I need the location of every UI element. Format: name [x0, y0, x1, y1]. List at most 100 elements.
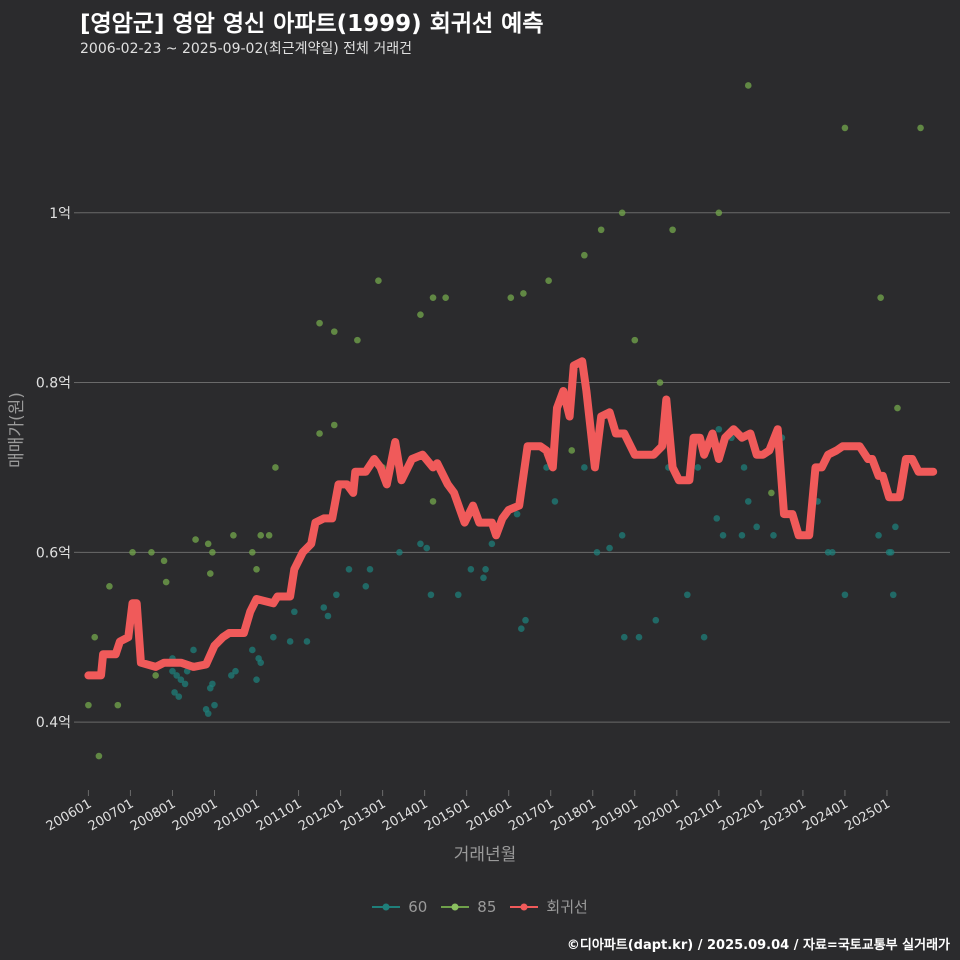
data-point-60	[719, 532, 727, 539]
data-point-85	[152, 672, 159, 679]
data-point-60	[232, 667, 239, 675]
data-point-85	[715, 209, 723, 217]
data-point-60	[518, 625, 525, 633]
legend-item-85[interactable]: 85	[441, 896, 496, 917]
data-point-85	[330, 421, 338, 429]
data-point-60	[173, 672, 180, 679]
data-point-85	[316, 319, 323, 327]
data-point-85	[656, 379, 664, 386]
data-point-60	[551, 498, 559, 505]
x-tick-label: 200801	[128, 796, 178, 834]
data-point-60	[362, 582, 370, 590]
data-point-60	[177, 676, 185, 683]
data-point-60	[740, 464, 748, 471]
data-point-85	[597, 226, 605, 234]
data-point-85	[114, 701, 122, 709]
data-point-60	[841, 591, 849, 599]
x-tick-label: 202101	[674, 796, 724, 834]
data-point-60	[889, 591, 897, 599]
y-tick-label: 0.6억	[36, 545, 71, 561]
data-point-85	[442, 294, 449, 301]
data-point-85	[85, 701, 92, 709]
data-point-85	[877, 294, 884, 301]
data-point-60	[522, 616, 529, 624]
data-point-85	[744, 82, 752, 89]
data-point-85	[230, 532, 237, 539]
data-point-60	[488, 540, 496, 548]
data-point-85	[631, 336, 639, 344]
data-point-60	[427, 591, 435, 599]
data-point-85	[209, 549, 216, 556]
data-point-85	[204, 540, 212, 548]
data-point-60	[417, 540, 424, 548]
legend-key-regression	[510, 903, 539, 910]
data-point-60	[875, 532, 882, 539]
legend-item-regression[interactable]: 회귀선	[510, 896, 588, 917]
data-point-60	[286, 638, 294, 645]
data-point-60	[606, 544, 613, 552]
data-point-85	[429, 498, 437, 505]
data-point-60	[684, 591, 691, 599]
data-point-60	[209, 680, 216, 688]
data-point-85	[253, 566, 260, 573]
data-point-60	[181, 680, 189, 688]
legend: 60 85 회귀선	[0, 896, 960, 917]
data-point-60	[454, 591, 462, 599]
data-point-85	[265, 532, 273, 539]
data-point-85	[618, 209, 626, 217]
data-point-60	[253, 676, 260, 683]
x-tick-label: 202201	[716, 796, 766, 834]
data-point-85	[206, 570, 214, 577]
data-point-60	[635, 633, 643, 641]
data-point-60	[257, 659, 265, 666]
data-point-60	[324, 612, 332, 620]
data-point-60	[249, 646, 256, 654]
data-point-85	[354, 336, 361, 344]
data-point-85	[507, 294, 515, 301]
data-point-85	[894, 404, 901, 412]
data-point-85	[545, 277, 552, 284]
data-point-85	[768, 489, 775, 497]
y-axis-title: 매매가(원)	[7, 392, 27, 468]
x-tick-label: 201701	[506, 796, 556, 834]
data-point-85	[162, 578, 170, 586]
data-point-60	[620, 633, 628, 641]
data-point-85	[417, 311, 424, 318]
data-point-60	[480, 574, 487, 582]
x-tick-label: 201501	[422, 796, 472, 834]
data-point-60	[892, 523, 899, 531]
y-tick-label: 1억	[49, 206, 71, 222]
data-point-60	[171, 689, 178, 696]
x-tick-label: 201601	[464, 796, 514, 834]
x-tick-label: 201801	[548, 796, 598, 834]
data-point-60	[829, 549, 836, 556]
data-point-85	[129, 549, 136, 556]
data-point-85	[272, 464, 279, 471]
credit-text: ©디아파트(dapt.kr) / 2025.09.04 / 자료=국토교통부 실…	[566, 938, 950, 953]
data-point-85	[581, 251, 588, 259]
data-point-60	[738, 532, 746, 539]
data-point-60	[366, 566, 374, 573]
chart-subtitle: 2006-02-23 ~ 2025-09-02(최근계약일) 전체 거래건	[80, 41, 412, 57]
data-point-85	[669, 226, 676, 234]
data-point-60	[694, 464, 702, 471]
data-point-60	[423, 544, 431, 552]
data-point-60	[744, 498, 752, 505]
data-point-85	[257, 532, 265, 539]
data-point-60	[169, 667, 176, 675]
legend-item-60[interactable]: 60	[372, 896, 427, 917]
x-tick-label: 202001	[632, 796, 682, 834]
x-tick-label: 201401	[380, 796, 430, 834]
data-point-85	[192, 536, 199, 543]
legend-key-60	[372, 903, 401, 910]
data-point-60	[770, 532, 777, 539]
data-point-60	[753, 523, 760, 531]
data-point-60	[618, 532, 626, 539]
data-point-60	[581, 464, 588, 471]
x-tick-label: 201201	[296, 796, 346, 834]
legend-label-regression: 회귀선	[546, 898, 588, 916]
x-tick-label: 200601	[44, 796, 94, 834]
data-point-60	[303, 638, 311, 645]
legend-label-85: 85	[477, 897, 497, 916]
